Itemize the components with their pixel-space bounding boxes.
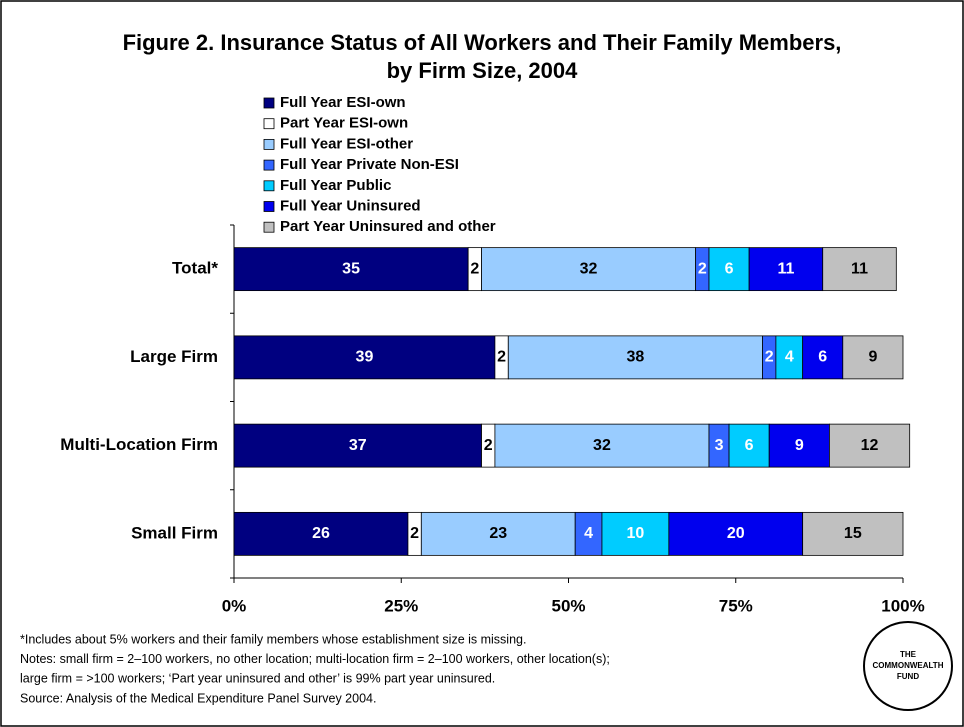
bar-segment [481, 247, 697, 292]
y-tick-label: Total* [172, 259, 218, 278]
bar-segment [802, 335, 844, 380]
legend-label: Full Year Public [280, 177, 391, 194]
bar-segment [802, 511, 904, 556]
y-tick-label: Large Firm [130, 347, 218, 366]
data-label: 4 [584, 525, 593, 542]
y-tick-label: Small Firm [131, 523, 218, 542]
bar-segment [728, 423, 770, 468]
data-label: 11 [777, 260, 794, 277]
legend-swatch [263, 159, 275, 171]
bar-segment [842, 335, 904, 380]
note: Notes: small firm = 2–100 workers, no ot… [20, 652, 610, 666]
bar-segment [233, 511, 409, 556]
x-tick-label: 75% [719, 596, 753, 615]
bar-segment [708, 247, 750, 292]
x-tick-label: 100% [881, 596, 924, 615]
legend-label: Full Year ESI-other [280, 135, 413, 152]
bar-segment [748, 247, 824, 292]
data-label: 4 [785, 349, 794, 366]
data-label: 6 [725, 260, 734, 277]
x-tick-label: 50% [551, 596, 585, 615]
legend-swatch [263, 138, 275, 150]
bar-segment [668, 511, 804, 556]
note: large firm = >100 workers; ‘Part year un… [20, 672, 495, 686]
data-label: 12 [861, 437, 879, 454]
logo-text: COMMONWEALTH [873, 661, 944, 670]
data-label: 32 [593, 437, 611, 454]
bar-segment [768, 423, 830, 468]
data-label: 35 [342, 260, 360, 277]
data-label: 26 [312, 525, 330, 542]
legend-swatch [263, 180, 275, 192]
legend-label: Full Year Uninsured [280, 197, 421, 214]
data-label: 2 [410, 525, 419, 542]
bar-segment [601, 511, 670, 556]
data-label: 10 [627, 525, 645, 542]
data-label: 2 [698, 260, 707, 277]
bar-segment [574, 511, 603, 556]
bar-segment [420, 511, 576, 556]
y-tick-label: Multi-Location Firm [60, 435, 218, 454]
data-label: 11 [851, 260, 868, 277]
bar-segment [507, 335, 763, 380]
data-label: 23 [489, 525, 507, 542]
chart-title: Figure 2. Insurance Status of All Worker… [123, 30, 842, 55]
data-label: 3 [715, 437, 724, 454]
note: *Includes about 5% workers and their fam… [20, 632, 526, 646]
data-label: 15 [844, 525, 862, 542]
bar-segment [822, 247, 897, 292]
data-label: 2 [470, 260, 479, 277]
chart-title: by Firm Size, 2004 [387, 58, 579, 83]
data-label: 20 [727, 525, 745, 542]
logo-text: THE [900, 650, 917, 659]
data-label: 32 [580, 260, 598, 277]
data-label: 9 [795, 437, 804, 454]
data-label: 2 [765, 349, 774, 366]
data-label: 2 [484, 437, 493, 454]
data-label: 39 [356, 349, 374, 366]
logo-text: FUND [897, 672, 919, 681]
bar-segment [775, 335, 804, 380]
legend-label: Full Year ESI-own [280, 94, 406, 111]
data-label: 6 [745, 437, 754, 454]
data-label: 6 [818, 349, 827, 366]
note: Source: Analysis of the Medical Expendit… [20, 691, 376, 705]
x-tick-label: 25% [384, 596, 418, 615]
legend-swatch [263, 221, 275, 233]
bar-segment [829, 423, 911, 468]
data-label: 9 [868, 349, 877, 366]
bar-segment [494, 423, 710, 468]
legend-label: Part Year ESI-own [280, 115, 408, 132]
legend-label: Full Year Private Non-ESI [280, 156, 459, 173]
legend-label: Part Year Uninsured and other [280, 218, 496, 235]
legend-swatch [263, 97, 275, 109]
x-tick-label: 0% [222, 596, 247, 615]
data-label: 37 [349, 437, 367, 454]
legend-swatch [263, 201, 275, 212]
data-label: 2 [497, 349, 506, 366]
legend-swatch [263, 118, 275, 130]
logo-circle [863, 621, 953, 711]
data-label: 38 [627, 349, 645, 366]
bar-segment [233, 423, 482, 468]
